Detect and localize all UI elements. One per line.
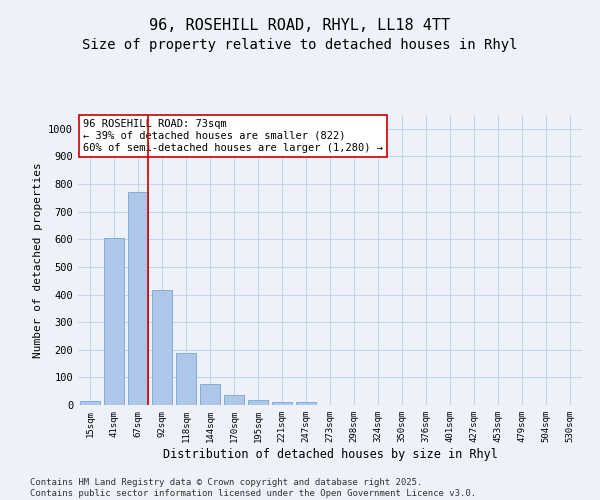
Bar bbox=[80, 401, 100, 405]
X-axis label: Distribution of detached houses by size in Rhyl: Distribution of detached houses by size … bbox=[163, 448, 497, 460]
Text: 96 ROSEHILL ROAD: 73sqm
← 39% of detached houses are smaller (822)
60% of semi-d: 96 ROSEHILL ROAD: 73sqm ← 39% of detache… bbox=[83, 120, 383, 152]
Text: 96, ROSEHILL ROAD, RHYL, LL18 4TT: 96, ROSEHILL ROAD, RHYL, LL18 4TT bbox=[149, 18, 451, 32]
Bar bbox=[272, 402, 292, 405]
Bar bbox=[224, 394, 244, 405]
Bar bbox=[248, 400, 268, 405]
Bar bbox=[296, 402, 316, 405]
Text: Contains HM Land Registry data © Crown copyright and database right 2025.
Contai: Contains HM Land Registry data © Crown c… bbox=[30, 478, 476, 498]
Bar bbox=[128, 192, 148, 405]
Text: Size of property relative to detached houses in Rhyl: Size of property relative to detached ho… bbox=[82, 38, 518, 52]
Bar bbox=[104, 238, 124, 405]
Bar bbox=[152, 290, 172, 405]
Y-axis label: Number of detached properties: Number of detached properties bbox=[32, 162, 43, 358]
Bar bbox=[200, 384, 220, 405]
Bar bbox=[176, 352, 196, 405]
